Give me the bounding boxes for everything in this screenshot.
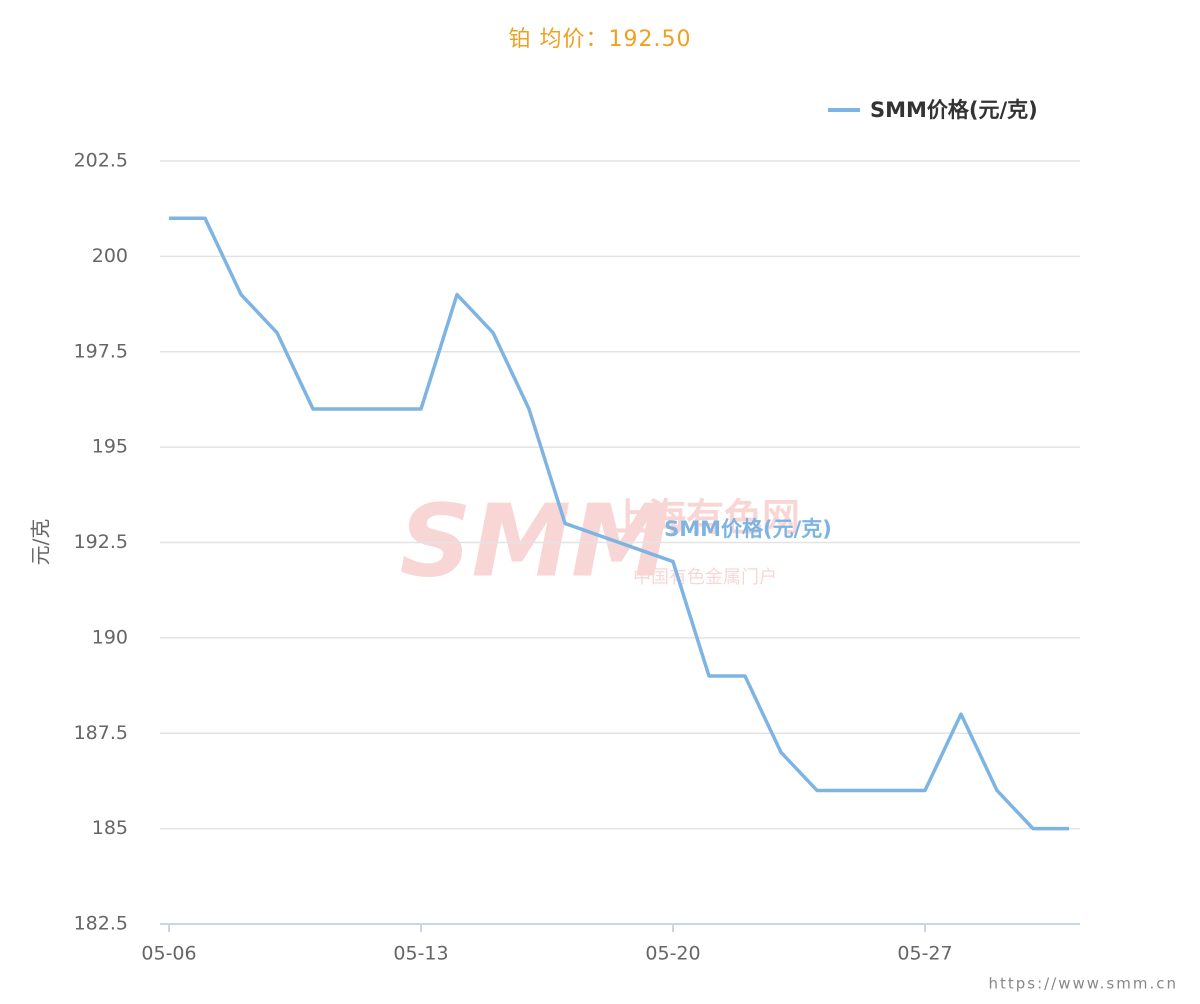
y-tick-label: 197.5 <box>74 340 128 362</box>
watermark-slogan: 中国有色金属门户 <box>633 567 777 588</box>
footer: https://www.smm.cn <box>988 975 1178 993</box>
watermark-logo: SMM <box>399 482 670 599</box>
y-axis-label: 元/克 <box>29 519 53 566</box>
series-label: SMM价格(元/克) <box>664 517 832 541</box>
y-tick-label: 182.5 <box>74 913 128 935</box>
watermark: SMM 上海有色网 中国有色金属门户 <box>399 482 800 599</box>
legend-label: SMM价格(元/克) <box>870 98 1038 122</box>
watermark-name: 上海有色网 <box>610 496 800 540</box>
y-tick-label: 202.5 <box>74 150 128 172</box>
line <box>169 216 1069 831</box>
y-tick-label: 190 <box>92 626 128 648</box>
x-tick-label: 05-06 <box>141 943 196 965</box>
y-tick-label: 195 <box>92 436 128 458</box>
x-tick-label: 05-20 <box>645 943 700 965</box>
y-tick-label: 185 <box>92 817 128 839</box>
x-tick-label: 05-27 <box>897 943 952 965</box>
x-tick-label: 05-13 <box>393 943 448 965</box>
y-tick-label: 192.5 <box>74 531 128 553</box>
y-tick-label: 187.5 <box>74 722 128 744</box>
y-tick-label: 200 <box>92 245 128 267</box>
chart-title: 铂 均价：192.50 <box>509 27 692 52</box>
